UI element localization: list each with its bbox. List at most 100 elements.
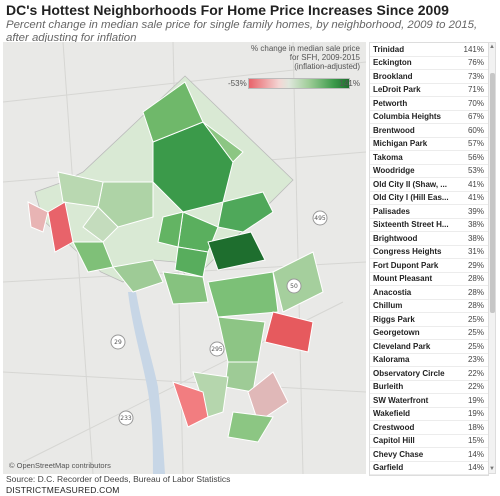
neighborhood-brookland[interactable] <box>217 191 274 233</box>
neighborhood-value: 14% <box>467 449 484 459</box>
neighborhood-name: Wakefield <box>373 409 411 419</box>
neighborhood-value: 19% <box>467 395 484 405</box>
neighborhood-name: Anacostia <box>373 287 412 297</box>
list-item[interactable]: Michigan Park 57% <box>370 138 488 151</box>
list-item[interactable]: Kalorama 23% <box>370 354 488 367</box>
neighborhood-chevy-chase[interactable] <box>57 171 104 208</box>
neighborhood-value: 25% <box>467 341 484 351</box>
neighborhood-value: 60% <box>467 125 484 135</box>
neighborhood-shapes[interactable] <box>27 81 324 443</box>
neighborhood-congress-heights[interactable] <box>227 411 274 443</box>
list-item[interactable]: SW Waterfront 19% <box>370 394 488 408</box>
neighborhood-name: Chillum <box>373 301 403 311</box>
scroll-up-arrow-icon[interactable]: ▲ <box>489 44 495 50</box>
neighborhood-trinidad[interactable] <box>207 231 266 271</box>
neighborhood-value: 29% <box>467 260 484 270</box>
list-item[interactable]: Columbia Heights 67% <box>370 111 488 124</box>
source-note: Source: D.C. Recorder of Deeds, Bureau o… <box>6 474 231 484</box>
choropleth-map[interactable]: 495 295 233 50 29 % change in median sal… <box>3 42 366 474</box>
list-item[interactable]: Georgetown 25% <box>370 327 488 340</box>
list-item[interactable]: Petworth 70% <box>370 97 488 111</box>
neighborhood-name: Eckington <box>373 58 412 68</box>
legend-gradient <box>248 78 350 89</box>
neighborhood-name: Congress Heights <box>373 247 442 257</box>
list-item[interactable]: Sixteenth Street H... 38% <box>370 219 488 232</box>
route-shield-29: 29 <box>114 339 122 346</box>
site-name[interactable]: DISTRICTMEASURED.COM <box>6 485 120 495</box>
list-item[interactable]: Woodridge 53% <box>370 165 488 178</box>
neighborhood-palisades-west[interactable] <box>27 201 49 233</box>
list-item[interactable]: Crestwood 18% <box>370 421 488 435</box>
neighborhood-ranking-list[interactable]: Trinidad 141% Eckington 76% Brookland 73% LeDr… <box>369 42 489 476</box>
legend-line-1: % change in median sale price <box>251 44 360 53</box>
neighborhood-value: 25% <box>467 328 484 338</box>
neighborhood-old-city-i[interactable] <box>207 271 279 318</box>
neighborhood-value: 73% <box>467 71 484 81</box>
list-item[interactable]: LeDroit Park 71% <box>370 84 488 97</box>
neighborhood-southeast-pink[interactable] <box>247 371 289 423</box>
neighborhood-value: 39% <box>467 206 484 216</box>
list-item[interactable]: Old City II (Shaw, ... 41% <box>370 178 488 192</box>
neighborhood-value: 41% <box>467 193 484 203</box>
neighborhood-name: Old City I (Hill Eas... <box>373 193 449 203</box>
list-item[interactable]: Takoma 56% <box>370 151 488 165</box>
list-item[interactable]: Palisades 39% <box>370 205 488 219</box>
scroll-down-arrow-icon[interactable]: ▼ <box>489 466 495 472</box>
list-item[interactable]: Burleith 22% <box>370 381 488 394</box>
neighborhood-value: 38% <box>467 233 484 243</box>
list-item[interactable]: Fort Dupont Park 29% <box>370 259 488 273</box>
list-item[interactable]: Garfield 14% <box>370 462 488 475</box>
list-item[interactable]: Observatory Circle 22% <box>370 367 488 381</box>
neighborhood-name: Michigan Park <box>373 139 428 149</box>
neighborhood-georgetown[interactable] <box>112 259 164 293</box>
list-item[interactable]: Chevy Chase 14% <box>370 448 488 462</box>
neighborhood-name: SW Waterfront <box>373 395 429 405</box>
neighborhood-bolling-red[interactable] <box>172 381 209 428</box>
scrollbar-thumb[interactable] <box>490 73 495 313</box>
neighborhood-name: Old City II (Shaw, ... <box>373 179 447 189</box>
neighborhood-name: Columbia Heights <box>373 112 442 122</box>
list-item[interactable]: Eckington 76% <box>370 57 488 70</box>
list-item[interactable]: Brookland 73% <box>370 70 488 84</box>
list-item[interactable]: Cleveland Park 25% <box>370 340 488 354</box>
neighborhood-name: Garfield <box>373 463 404 473</box>
list-item[interactable]: Wakefield 19% <box>370 408 488 421</box>
neighborhood-name: Mount Pleasant <box>373 274 433 284</box>
list-item[interactable]: Brentwood 60% <box>370 124 488 138</box>
map-credit[interactable]: © OpenStreetMap contributors <box>9 461 111 470</box>
route-shields: 495 295 233 50 29 <box>110 210 328 426</box>
legend-line-3: (inflation-adjusted) <box>294 62 360 71</box>
list-scrollbar[interactable]: ▲ ▼ <box>488 42 496 474</box>
list-item[interactable]: Anacostia 28% <box>370 286 488 300</box>
list-item[interactable]: Chillum 28% <box>370 300 488 313</box>
list-item[interactable]: Trinidad 141% <box>370 43 488 57</box>
list-item[interactable]: Riggs Park 25% <box>370 313 488 327</box>
neighborhood-value: 141% <box>463 44 484 54</box>
list-item[interactable]: Congress Heights 31% <box>370 246 488 259</box>
neighborhood-east-red[interactable] <box>264 311 314 353</box>
list-item[interactable]: Capitol Hill 15% <box>370 435 488 448</box>
list-item[interactable]: Old City I (Hill Eas... 41% <box>370 192 488 205</box>
neighborhood-name: Sixteenth Street H... <box>373 220 449 230</box>
neighborhood-name: Trinidad <box>373 44 405 54</box>
list-item[interactable]: Mount Pleasant 28% <box>370 273 488 286</box>
neighborhood-value: 28% <box>467 287 484 297</box>
list-item[interactable]: Brightwood 38% <box>370 232 488 246</box>
neighborhood-riggs-park[interactable] <box>202 121 244 163</box>
neighborhood-value: 23% <box>467 355 484 365</box>
neighborhood-name: LeDroit Park <box>373 85 421 95</box>
neighborhood-name: Takoma <box>373 152 403 162</box>
river <box>128 292 165 474</box>
neighborhood-value: 28% <box>467 301 484 311</box>
legend-min: -53% <box>228 79 247 88</box>
neighborhood-value: 25% <box>467 314 484 324</box>
neighborhood-value: 31% <box>467 247 484 257</box>
neighborhood-value: 67% <box>467 112 484 122</box>
neighborhood-value: 14% <box>467 463 484 473</box>
neighborhood-old-city-ii[interactable] <box>162 271 209 305</box>
map-canvas[interactable]: 495 295 233 50 29 <box>3 42 366 474</box>
neighborhood-name: Brightwood <box>373 233 418 243</box>
neighborhood-value: 38% <box>467 220 484 230</box>
neighborhood-fort-dupont-park[interactable] <box>217 316 266 363</box>
neighborhood-name: Crestwood <box>373 422 415 432</box>
